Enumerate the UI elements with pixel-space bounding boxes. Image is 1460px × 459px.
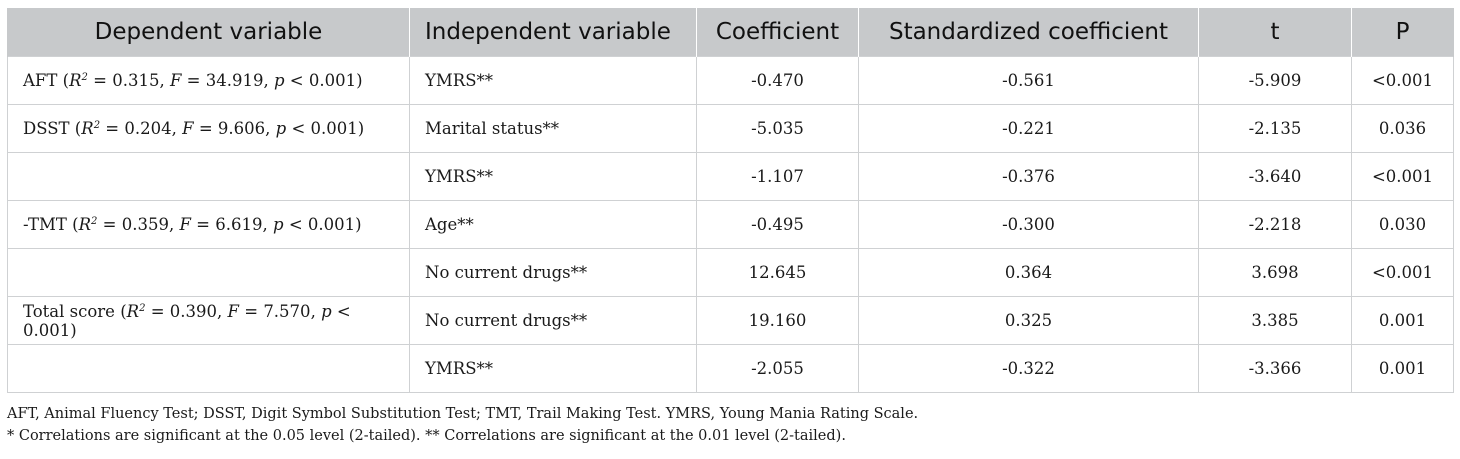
table-row: -TMT (R2 = 0.359, F = 6.619, p < 0.001) A… [7,200,1454,249]
header-standardized-coefficient: Standardized coefficient [858,8,1199,57]
table-row: DSST (R2 = 0.204, F = 9.606, p < 0.001) M… [7,104,1454,153]
table-row: Total score (R2 = 0.390, F = 7.570, p < … [7,296,1454,345]
cell-dependent-variable: DSST (R2 = 0.204, F = 9.606, p < 0.001) [7,104,410,153]
cell-dependent-variable [7,248,410,297]
cell-coefficient: -0.495 [696,200,859,249]
model-r-squared: 0.204 [124,119,172,138]
cell-independent-variable: No current drugs** [409,248,697,297]
cell-p-value: 0.001 [1351,296,1454,345]
dependent-variable-name: DSST [23,119,70,138]
model-f-statistic: 9.606 [217,119,266,138]
cell-independent-variable: YMRS** [409,152,697,201]
model-p-value: < 0.001 [289,71,357,90]
footnote-abbreviations: AFT, Animal Fluency Test; DSST, Digit Sy… [7,406,919,422]
cell-t-value: 3.385 [1198,296,1352,345]
cell-p-value: <0.001 [1351,152,1454,201]
cell-independent-variable: Age** [409,200,697,249]
table-footnotes: AFT, Animal Fluency Test; DSST, Digit Sy… [7,403,918,447]
cell-t-value: -5.909 [1198,56,1352,105]
header-row: Dependent variable Independent variable … [7,8,1454,57]
cell-dependent-variable [7,152,410,201]
cell-t-value: -2.135 [1198,104,1352,153]
model-r-squared: 0.390 [169,301,218,321]
model-r-squared: 0.359 [121,215,169,234]
table-row: YMRS** -2.055 -0.322 -3.366 0.001 [7,344,1454,393]
cell-p-value: 0.036 [1351,104,1454,153]
cell-dependent-variable: -TMT (R2 = 0.359, F = 6.619, p < 0.001) [7,200,410,249]
cell-dependent-variable [7,344,410,393]
dependent-variable-name: Total score [23,301,115,321]
cell-independent-variable: Marital status** [409,104,697,153]
cell-p-value: 0.001 [1351,344,1454,393]
model-p-value: < 0.001 [288,215,356,234]
cell-standardized-coefficient: -0.322 [858,344,1199,393]
dependent-variable-name: AFT [23,71,58,90]
cell-standardized-coefficient: -0.376 [858,152,1199,201]
header-t: t [1198,8,1352,57]
dependent-variable-name: -TMT [23,215,67,234]
cell-t-value: -3.366 [1198,344,1352,393]
cell-p-value: 0.030 [1351,200,1454,249]
regression-table-container: Dependent variable Independent variable … [7,8,1454,393]
header-dependent-variable: Dependent variable [7,8,410,57]
cell-coefficient: 12.645 [696,248,859,297]
model-f-statistic: 6.619 [215,215,263,234]
table-row: AFT (R2 = 0.315, F = 34.919, p < 0.001) Y… [7,56,1454,105]
cell-independent-variable: YMRS** [409,344,697,393]
model-r-squared: 0.315 [112,71,160,90]
cell-coefficient: -1.107 [696,152,859,201]
cell-coefficient: -5.035 [696,104,859,153]
model-f-statistic: 34.919 [205,71,264,90]
table-row: YMRS** -1.107 -0.376 -3.640 <0.001 [7,152,1454,201]
header-coefficient: Coefficient [696,8,859,57]
model-f-statistic: 7.570 [263,301,311,321]
regression-table: Dependent variable Independent variable … [7,8,1454,393]
cell-standardized-coefficient: -0.221 [858,104,1199,153]
cell-coefficient: -0.470 [696,56,859,105]
table-row: No current drugs** 12.645 0.364 3.698 <0.001 [7,248,1454,297]
cell-dependent-variable: AFT (R2 = 0.315, F = 34.919, p < 0.001) [7,56,410,105]
cell-standardized-coefficient: -0.300 [858,200,1199,249]
model-p-value: < 0.001 [291,119,358,138]
model-p-value: < 0.001 [23,301,351,340]
header-p: P [1351,8,1454,57]
cell-standardized-coefficient: 0.325 [858,296,1199,345]
cell-dependent-variable: Total score (R2 = 0.390, F = 7.570, p < … [7,296,410,345]
cell-p-value: <0.001 [1351,56,1454,105]
cell-standardized-coefficient: -0.561 [858,56,1199,105]
header-independent-variable: Independent variable [409,8,697,57]
cell-independent-variable: No current drugs** [409,296,697,345]
cell-t-value: -2.218 [1198,200,1352,249]
cell-independent-variable: YMRS** [409,56,697,105]
cell-coefficient: -2.055 [696,344,859,393]
cell-coefficient: 19.160 [696,296,859,345]
cell-t-value: 3.698 [1198,248,1352,297]
cell-standardized-coefficient: 0.364 [858,248,1199,297]
cell-p-value: <0.001 [1351,248,1454,297]
footnote-significance: * Correlations are significant at the 0.… [7,428,846,444]
cell-t-value: -3.640 [1198,152,1352,201]
